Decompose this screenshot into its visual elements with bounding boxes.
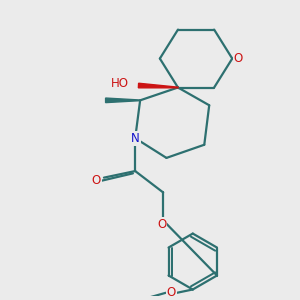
Text: N: N bbox=[131, 132, 140, 145]
Polygon shape bbox=[106, 98, 140, 103]
Text: HO: HO bbox=[111, 77, 129, 90]
Text: O: O bbox=[157, 218, 166, 231]
Text: O: O bbox=[92, 174, 101, 188]
Text: O: O bbox=[167, 286, 176, 299]
Text: O: O bbox=[233, 52, 243, 65]
Polygon shape bbox=[138, 83, 178, 88]
